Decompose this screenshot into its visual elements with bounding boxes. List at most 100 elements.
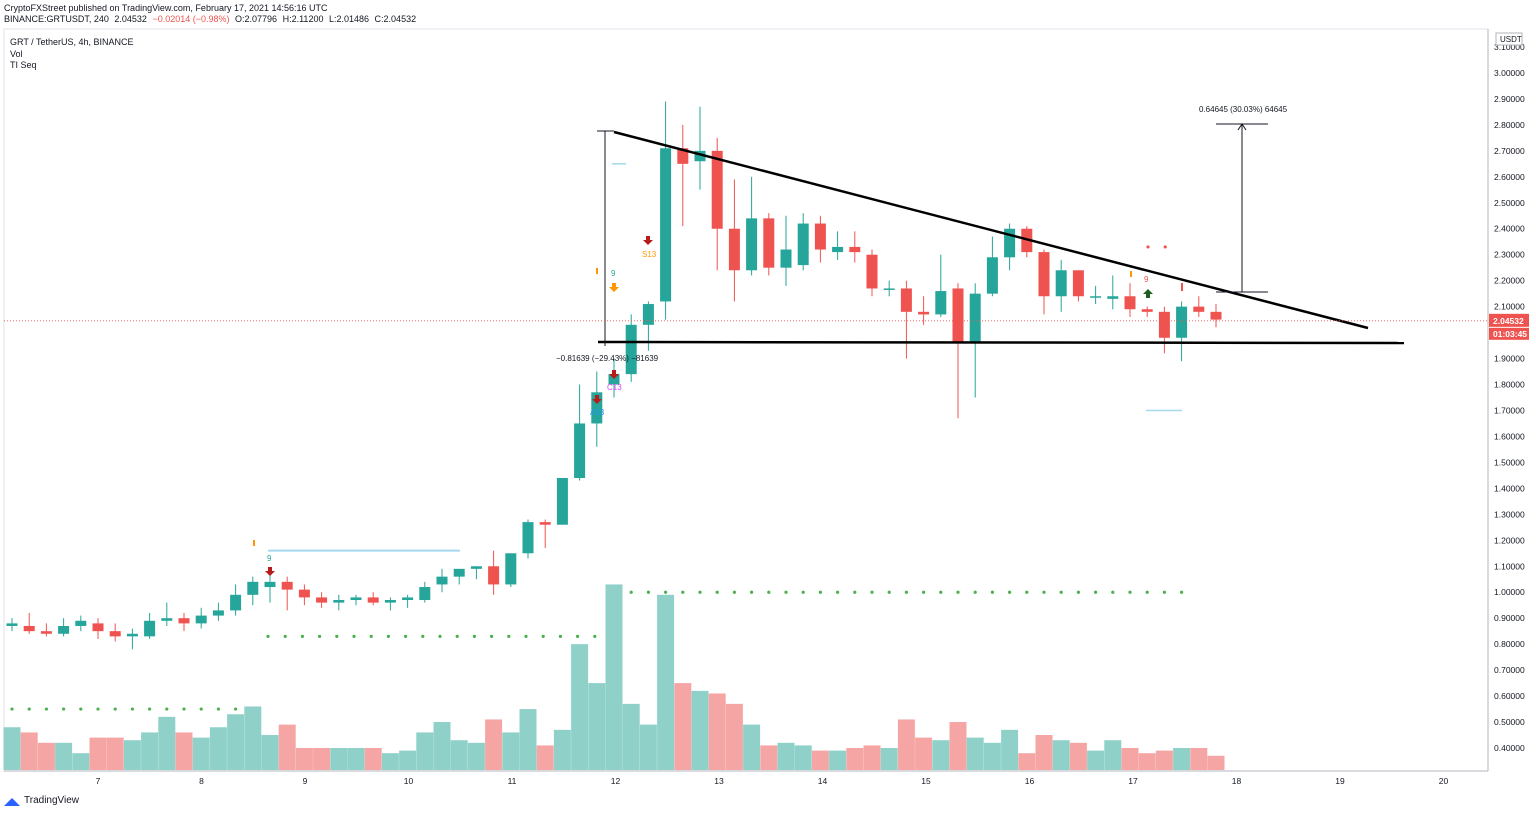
volume-bar [278, 724, 296, 770]
currency-label: USDT [1500, 35, 1522, 44]
time-tick-label: 9 [303, 776, 308, 786]
plot-frame [3, 28, 1489, 772]
setup-marker [253, 540, 255, 546]
open-value: O:2.07796 [235, 14, 278, 24]
candle-body [1072, 270, 1084, 297]
candle-body [178, 618, 190, 624]
tdst-resistance-dot [1163, 245, 1167, 249]
candle-body [780, 249, 792, 268]
price-tick-label: 2.70000 [1494, 146, 1525, 156]
volume-bar [433, 722, 451, 770]
volume-bar [863, 745, 881, 770]
candle-body [849, 246, 861, 253]
candle-body [539, 522, 551, 525]
volume-bar [811, 750, 829, 770]
sell-arrow-icon [609, 370, 619, 379]
candle-body [746, 218, 758, 271]
volume-bar [227, 714, 245, 770]
price-tick-label: 2.20000 [1494, 276, 1525, 286]
buy-arrow-icon [1143, 289, 1153, 298]
tradingview-logo[interactable]: TradingView [4, 795, 79, 806]
tdst-support-dot [836, 590, 840, 594]
descending-trendline[interactable] [613, 130, 1369, 330]
volume-bar [1018, 753, 1036, 770]
tdst-support-dot [1094, 590, 1098, 594]
volume-bar [37, 742, 55, 770]
candle-body [574, 423, 586, 478]
volume-bar [846, 748, 864, 770]
tdst-support-dot [681, 590, 685, 594]
candle-body [1090, 296, 1102, 298]
legend-vol[interactable]: Vol [10, 49, 23, 59]
time-tick-label: 8 [199, 776, 204, 786]
time-tick-label: 17 [1128, 776, 1138, 786]
candle-body [92, 623, 104, 632]
volume-bar [1087, 750, 1105, 770]
tdst-support-dot [79, 707, 83, 711]
ohlc-line: BINANCE:GRTUSDT, 240 2.04532 −0.02014 (−… [4, 14, 419, 25]
price-tick-label: 2.60000 [1494, 172, 1525, 182]
high-value: H:2.11200 [282, 14, 324, 24]
candle-body [298, 589, 310, 598]
tdst-support-dot [386, 634, 390, 638]
volume-bar [829, 750, 847, 770]
candle-body [1141, 309, 1153, 312]
seq-s13-label: S13 [642, 250, 657, 259]
price-tick-label: 1.10000 [1494, 561, 1525, 571]
volume-bar [605, 584, 623, 770]
price-tick-label: 1.20000 [1494, 535, 1525, 545]
seq-count-label: 9 [611, 269, 616, 278]
volume-bar [485, 719, 503, 770]
tdst-support-dot [558, 634, 563, 638]
candle-body [144, 620, 156, 637]
candle-body [333, 600, 345, 603]
volume-bar [158, 716, 176, 770]
price-tick-label: 0.60000 [1494, 691, 1525, 701]
countdown-label: 01:03:45 [1493, 329, 1527, 339]
tdst-support-dot [490, 634, 494, 638]
tdst-support-dot [973, 590, 977, 594]
volume-bar [209, 727, 227, 770]
candle-body [763, 218, 775, 268]
candle-body [814, 223, 826, 250]
candle-body [316, 597, 328, 603]
candle-body [247, 581, 259, 595]
price-tick-label: 2.40000 [1494, 224, 1525, 234]
candle-body [1055, 270, 1067, 297]
volume-bar [192, 737, 210, 770]
volume-bar [708, 693, 726, 770]
sell-arrow-icon [643, 236, 653, 245]
price-tick-label: 0.70000 [1494, 665, 1525, 675]
tdst-support-dot [421, 634, 425, 638]
volume-bar [399, 750, 417, 770]
volume-bar [915, 737, 933, 770]
support-trendline[interactable] [597, 340, 1405, 345]
candle-body [1210, 311, 1222, 320]
price-tick-label: 0.90000 [1494, 613, 1525, 623]
volume-bar [1138, 753, 1156, 770]
time-tick-label: 11 [508, 776, 517, 786]
time-tick-label: 18 [1232, 776, 1242, 786]
tdst-support-dot [1042, 590, 1046, 594]
tdst-support-dot [1111, 590, 1115, 594]
tdst-support-dot [818, 590, 823, 594]
candle-body [367, 597, 379, 603]
candle-body [694, 150, 706, 162]
candle-body [608, 374, 620, 385]
volume-bar [657, 594, 675, 770]
tdst-support-dot [182, 707, 186, 711]
volume-bar [295, 748, 313, 770]
time-tick-label: 15 [921, 776, 931, 786]
tdst-support-dot [1008, 590, 1012, 594]
volume-bar [450, 740, 468, 770]
candle-body [161, 618, 173, 621]
candle-body [419, 587, 431, 601]
volume-bar [1104, 740, 1122, 770]
candle-body [711, 150, 723, 229]
candle-body [6, 623, 18, 626]
volume-bar [502, 732, 520, 770]
candle-body [1193, 306, 1205, 312]
legend-ti-seq[interactable]: TI Seq [10, 60, 37, 70]
time-tick-label: 14 [818, 776, 828, 786]
